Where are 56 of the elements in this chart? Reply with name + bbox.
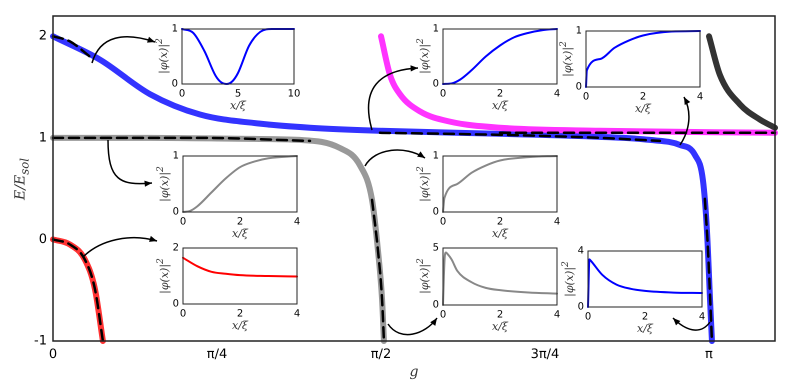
- x-tick-label: 4: [554, 216, 560, 228]
- x-axis-title: x/ξ: [492, 227, 508, 240]
- x-tick-label: 2: [640, 92, 646, 103]
- x-tick-label: 0: [440, 216, 446, 228]
- x-tick-label: 4: [294, 216, 300, 228]
- y-tick-label: 0: [432, 206, 439, 218]
- x-tick-label: π: [705, 347, 714, 362]
- x-tick-label: 4: [294, 308, 300, 320]
- x-tick-label: 0: [48, 347, 58, 362]
- x-axis-title: x/ξ: [635, 102, 651, 115]
- x-tick-label: 0: [180, 216, 186, 228]
- x-tick-label: 4: [554, 88, 560, 100]
- x-tick-label: 2: [236, 216, 244, 228]
- x-tick-label: 0: [180, 308, 186, 320]
- y-tick-label: 2: [38, 28, 47, 44]
- x-tick-label: 0: [584, 312, 592, 323]
- x-axis-title: x/ξ: [232, 227, 248, 240]
- x-tick-label: 2: [496, 310, 504, 321]
- x-tick-label: 4: [698, 312, 706, 323]
- y-tick-label: 1: [172, 24, 178, 35]
- x-axis-title: g: [410, 364, 418, 380]
- y-tick-label: 2: [172, 242, 179, 254]
- y-tick-label: 0: [172, 298, 179, 310]
- x-tick-label: 0: [440, 310, 446, 321]
- y-tick-label: 5: [432, 242, 439, 254]
- x-axis-title: x/ξ: [492, 320, 508, 333]
- y-tick-label: 0: [578, 302, 584, 313]
- x-tick-label: 2: [642, 312, 648, 323]
- y-tick-label: 0: [432, 78, 439, 90]
- y-tick-label: 4: [578, 246, 584, 257]
- x-axis-title: x/ξ: [232, 319, 248, 332]
- x-tick-label: 2: [496, 88, 504, 100]
- y-tick-label: 1: [38, 130, 47, 146]
- x-tick-label: 0: [440, 88, 446, 100]
- y-tick-label: 1: [576, 26, 582, 37]
- y-tick-label: -1: [34, 333, 47, 348]
- x-tick-label: 10: [288, 88, 300, 100]
- y-tick-label: 0: [172, 78, 178, 90]
- x-tick-label: 2: [496, 216, 504, 228]
- x-tick-label: π/2: [370, 347, 392, 362]
- x-tick-label: 3π/4: [530, 347, 560, 362]
- x-axis-title: x/ξ: [492, 99, 508, 112]
- x-tick-label: 4: [696, 92, 704, 103]
- y-tick-label: 1: [432, 24, 439, 35]
- x-tick-label: 4: [554, 310, 560, 321]
- y-tick-label: 1: [432, 150, 439, 162]
- y-tick-label: 0: [172, 206, 179, 218]
- x-tick-label: π/4: [206, 347, 228, 362]
- y-tick-label: 0: [432, 300, 439, 311]
- x-tick-label: 5: [234, 88, 242, 100]
- x-tick-label: 2: [236, 308, 244, 320]
- y-tick-label: 0: [38, 232, 47, 247]
- y-tick-label: 0: [576, 82, 582, 93]
- x-axis-title: x/ξ: [637, 322, 653, 335]
- x-axis-title: x/ξ: [230, 99, 246, 112]
- y-tick-label: 1: [172, 150, 179, 162]
